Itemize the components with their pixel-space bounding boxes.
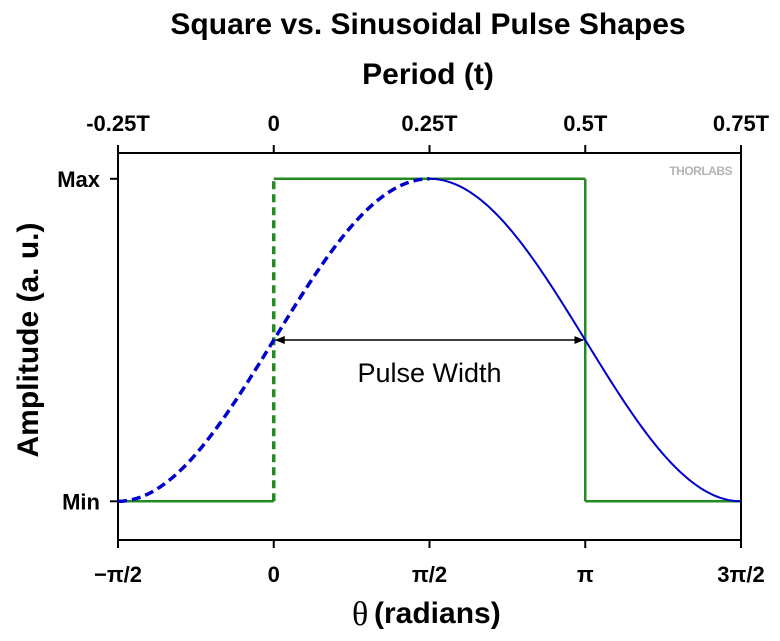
y-axis-tick-labels: Min Max: [57, 167, 101, 514]
y-tick-label: Min: [62, 489, 100, 514]
top-tick-label: -0.25T: [86, 111, 150, 136]
top-tick-label: 0.75T: [713, 111, 770, 136]
top-tick-label: 0: [268, 111, 280, 136]
x-tick-label: π/2: [412, 562, 447, 587]
x-axis-tick-labels: −π/2 0 π/2 π 3π/2: [94, 562, 765, 587]
x-axis-title-group: θ (radians): [352, 596, 501, 633]
x-tick-label: π: [577, 562, 594, 587]
top-tick-label: 0.25T: [401, 111, 458, 136]
y-axis-title: Amplitude (a. u.): [12, 223, 45, 458]
x-tick-label: −π/2: [94, 562, 142, 587]
y-tick-label: Max: [57, 167, 101, 192]
top-tick-label: 0.5T: [563, 111, 608, 136]
sinusoid-dashed-curve: [117, 177, 430, 504]
series-layer: [117, 177, 742, 504]
thorlabs-logo: THORLABS: [669, 164, 732, 178]
top-axis-title: Period (t): [362, 58, 494, 91]
chart-title: Square vs. Sinusoidal Pulse Shapes: [170, 8, 685, 41]
x-axis-title: (radians): [374, 597, 501, 630]
plot-frame: [117, 152, 742, 541]
pulse-width-annotation: Pulse Width: [274, 336, 585, 388]
x-tick-label: 3π/2: [717, 562, 764, 587]
top-axis-tick-labels: -0.25T 0 0.25T 0.5T 0.75T: [86, 111, 769, 136]
sinusoid-solid-curve: [429, 177, 742, 503]
theta-symbol: θ: [352, 596, 368, 633]
pulse-width-label: Pulse Width: [357, 358, 501, 388]
axis-tick-marks: [110, 145, 742, 548]
x-tick-label: 0: [268, 562, 280, 587]
